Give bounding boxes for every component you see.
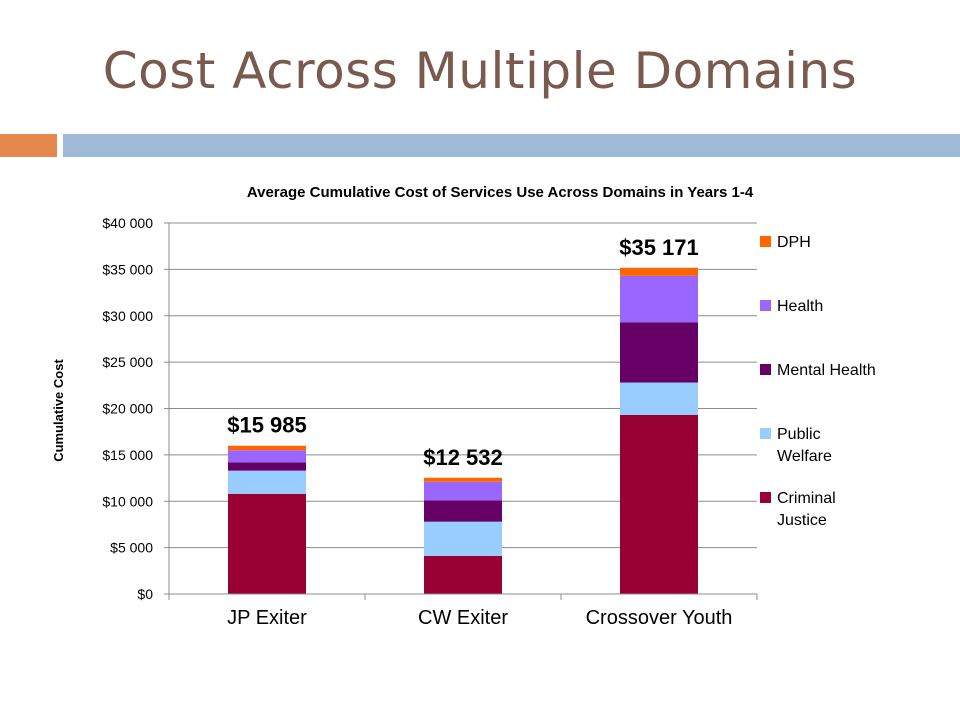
accent-bar-blue — [63, 134, 960, 157]
bar-segment-health — [424, 481, 502, 501]
bar-segment-public-welfare — [620, 382, 698, 415]
bar-segment-criminal-justice — [424, 555, 502, 594]
bar-segment-health — [228, 450, 306, 463]
bar-segment-dph — [424, 477, 502, 482]
bar-segment-criminal-justice — [620, 414, 698, 594]
total-value-label: $12 532 — [423, 445, 503, 470]
bar-segment-public-welfare — [228, 470, 306, 494]
legend-swatch — [760, 492, 771, 503]
total-value-label: $15 985 — [227, 413, 307, 438]
legend-label: Mental Health — [777, 362, 876, 379]
accent-bar-orange — [0, 134, 57, 157]
bar-segment-mental-health — [424, 500, 502, 522]
legend-label: Criminal — [777, 490, 836, 507]
y-tick-label: $0 — [137, 586, 153, 602]
chart-title: Average Cumulative Cost of Services Use … — [246, 184, 754, 201]
bar-segment-dph — [620, 267, 698, 276]
y-tick-label: $20 000 — [102, 401, 153, 417]
legend-swatch — [760, 236, 771, 247]
legend-label: DPH — [777, 234, 811, 251]
x-category-label: CW Exiter — [418, 607, 508, 629]
legend-label: Public — [777, 426, 821, 443]
y-tick-label: $40 000 — [102, 215, 153, 231]
legend-label: Welfare — [777, 448, 832, 465]
y-tick-label: $15 000 — [102, 447, 153, 463]
x-category-label: Crossover Youth — [586, 607, 733, 629]
legend-label: Health — [777, 298, 823, 315]
bar-segment-mental-health — [620, 322, 698, 383]
y-tick-label: $30 000 — [102, 308, 153, 324]
y-tick-label: $25 000 — [102, 354, 153, 370]
slide-title: Cost Across Multiple Domains — [102, 42, 858, 100]
total-value-label: $35 171 — [619, 235, 699, 260]
bar-segment-health — [620, 275, 698, 323]
bar-segment-dph — [228, 445, 306, 451]
x-category-label: JP Exiter — [227, 607, 307, 629]
y-tick-label: $10 000 — [102, 493, 153, 509]
y-tick-label: $35 000 — [102, 261, 153, 277]
legend-swatch — [760, 300, 771, 311]
y-tick-label: $5 000 — [110, 540, 153, 556]
legend-swatch — [760, 428, 771, 439]
bar-segment-criminal-justice — [228, 493, 306, 594]
legend-label: Justice — [777, 512, 827, 529]
bar-segment-mental-health — [228, 462, 306, 471]
legend-swatch — [760, 364, 771, 375]
y-axis-label: Cumulative Cost — [51, 359, 66, 462]
bar-segment-public-welfare — [424, 521, 502, 556]
